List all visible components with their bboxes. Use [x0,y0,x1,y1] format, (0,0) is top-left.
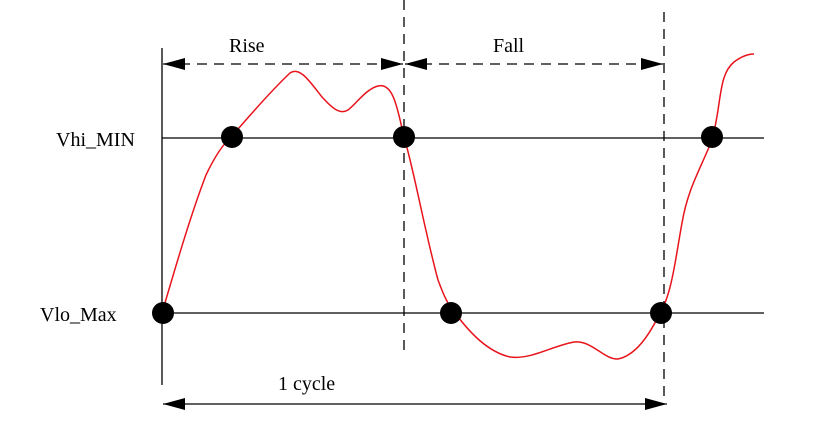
crossing-markers [152,126,723,324]
rise-label: Rise [229,35,265,57]
crossing-marker [440,302,462,324]
vhi-min-label: Vhi_MIN [56,129,135,151]
crossing-marker [393,126,415,148]
crossing-marker [221,126,243,148]
crossing-marker [152,302,174,324]
crossing-marker [701,126,723,148]
vlo-max-label: Vlo_Max [40,304,117,326]
cycle-label: 1 cycle [278,373,335,395]
signal-waveform [161,53,755,360]
crossing-marker [650,302,672,324]
fall-label: Fall [493,35,525,57]
